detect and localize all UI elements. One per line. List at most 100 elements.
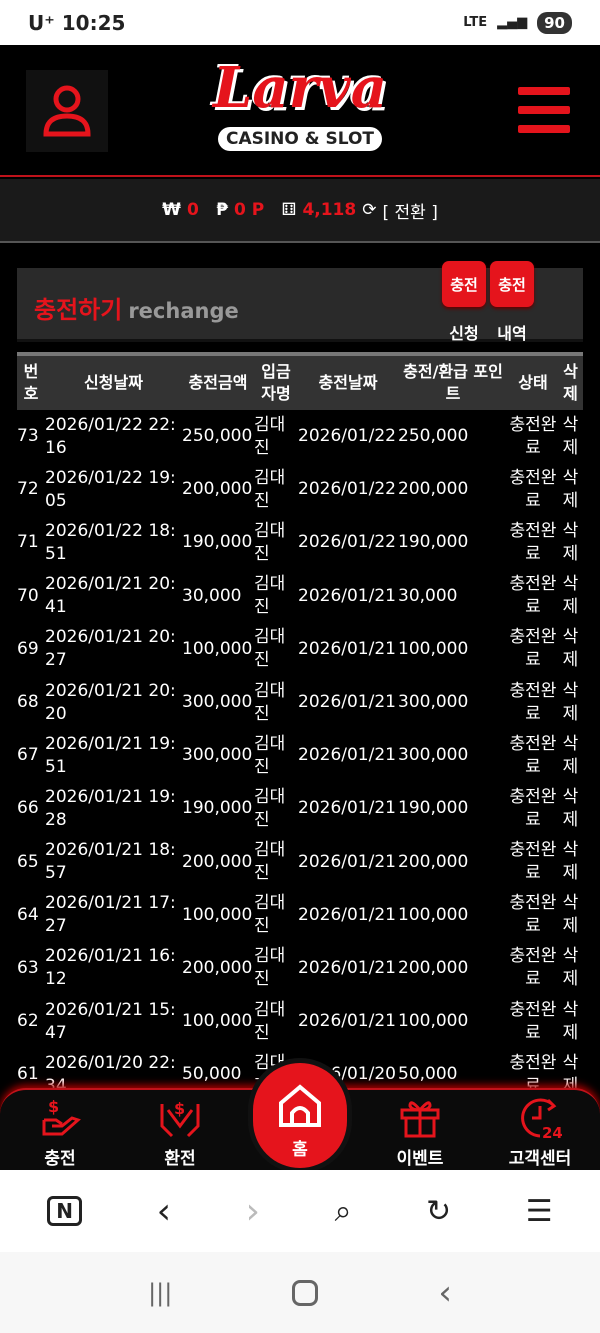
point-balance: 0 P xyxy=(234,200,265,220)
points: 190,000 xyxy=(398,798,469,819)
user-button[interactable] xyxy=(26,70,108,152)
row-number: 66 xyxy=(17,798,39,819)
depositor-name: 김대진 xyxy=(254,733,286,777)
chip-balance: 4,118 xyxy=(302,200,357,220)
forward-icon[interactable]: › xyxy=(245,1190,261,1232)
charge-date: 2026/01/22 xyxy=(298,532,396,553)
status: 충전완료 xyxy=(509,786,557,830)
request-date: 2026/01/21 16:12 xyxy=(45,946,176,990)
delete-button[interactable]: 삭제 xyxy=(562,520,579,564)
nav-exchange[interactable]: $ 환전 xyxy=(130,1090,230,1169)
depositor-name: 김대진 xyxy=(254,574,286,618)
row-number: 65 xyxy=(17,851,39,872)
won-balance: 0 xyxy=(186,200,199,220)
status: 충전완료 xyxy=(509,893,557,937)
points: 200,000 xyxy=(398,851,469,872)
points: 100,000 xyxy=(398,904,469,925)
clock: 10:25 xyxy=(61,10,126,35)
nav-label: 고객센터 xyxy=(508,1149,572,1169)
recent-apps-icon[interactable]: ||| xyxy=(148,1278,173,1307)
table-row: 68 2026/01/21 20:20 300,000 김대진 2026/01/21 30… xyxy=(17,676,583,729)
system-back-icon[interactable]: ‹ xyxy=(438,1272,452,1313)
svg-text:$: $ xyxy=(48,1097,59,1116)
column-header: 삭제 xyxy=(563,362,578,403)
row-number: 68 xyxy=(17,692,39,713)
depositor-name: 김대진 xyxy=(254,999,286,1043)
status: 충전완료 xyxy=(509,627,557,671)
depositor-name: 김대진 xyxy=(254,786,286,830)
charge-amount: 100,000 xyxy=(182,904,253,925)
carrier: U⁺ xyxy=(28,10,55,35)
nav-home[interactable]: 홈 xyxy=(253,1063,347,1168)
back-icon[interactable]: ‹ xyxy=(156,1190,172,1232)
menu-icon[interactable]: ☰ xyxy=(525,1193,553,1229)
charge-amount: 300,000 xyxy=(182,692,253,713)
delete-button[interactable]: 삭제 xyxy=(562,467,579,511)
system-nav: ||| ‹ xyxy=(0,1252,600,1333)
delete-button[interactable]: 삭제 xyxy=(562,893,579,937)
points: 300,000 xyxy=(398,745,469,766)
delete-button[interactable]: 삭제 xyxy=(562,574,579,618)
status: 충전완료 xyxy=(509,520,557,564)
delete-button[interactable]: 삭제 xyxy=(562,840,579,884)
charge-date: 2026/01/21 xyxy=(298,851,396,872)
search-icon[interactable]: ⌕ xyxy=(334,1193,352,1229)
request-date: 2026/01/21 19:51 xyxy=(45,733,176,777)
depositor-name: 김대진 xyxy=(254,893,286,937)
charge-amount: 100,000 xyxy=(182,1011,253,1032)
delete-button[interactable]: 삭제 xyxy=(562,786,579,830)
charge-request-button[interactable]: 충전 xyxy=(442,261,486,307)
charge-amount: 200,000 xyxy=(182,851,253,872)
table-row: 69 2026/01/21 20:27 100,000 김대진 2026/01/21 10… xyxy=(17,623,583,676)
delete-button[interactable]: 삭제 xyxy=(562,733,579,777)
column-header: 충전금액 xyxy=(188,373,248,392)
points: 200,000 xyxy=(398,957,469,978)
depositor-name: 김대진 xyxy=(254,840,286,884)
delete-button[interactable]: 삭제 xyxy=(562,946,579,990)
nav-event[interactable]: 이벤트 xyxy=(370,1090,470,1169)
hand-money-icon: $ xyxy=(42,1097,81,1136)
status: 충전완료 xyxy=(509,946,557,990)
won-icon: ₩ xyxy=(162,200,181,220)
table-row: 70 2026/01/21 20:41 30,000 김대진 2026/01/21 30,… xyxy=(17,570,583,623)
balance-bar: ₩0 ₱ 0 P ⚅ 4,118 ⟳[ 전환 ] xyxy=(0,179,600,243)
charge-history-button[interactable]: 충전 xyxy=(490,261,534,307)
status: 충전완료 xyxy=(509,574,557,618)
delete-button[interactable]: 삭제 xyxy=(562,627,579,671)
hamburger-icon[interactable] xyxy=(518,87,570,144)
points: 250,000 xyxy=(398,426,469,447)
delete-button[interactable]: 삭제 xyxy=(562,999,579,1043)
row-number: 70 xyxy=(17,585,39,606)
delete-button[interactable]: 삭제 xyxy=(562,680,579,724)
logo[interactable]: Larva CASINO & SLOT xyxy=(200,53,400,168)
convert-button[interactable]: [ 전환 ] xyxy=(382,202,438,223)
nav-charge[interactable]: $ 충전 xyxy=(10,1090,110,1169)
home-icon xyxy=(279,1084,321,1127)
svg-text:24: 24 xyxy=(542,1124,562,1140)
browser-toolbar: N ‹ › ⌕ ↻ ☰ xyxy=(0,1170,600,1252)
logo-text: Larva xyxy=(213,55,387,121)
reload-icon[interactable]: ↻ xyxy=(426,1193,452,1229)
request-date: 2026/01/21 19:28 xyxy=(45,786,176,830)
charge-request-caption[interactable]: 신청 xyxy=(449,324,479,343)
charge-date: 2026/01/21 xyxy=(298,1011,396,1032)
row-number: 62 xyxy=(17,1011,39,1032)
charge-history-caption[interactable]: 내역 xyxy=(497,324,527,343)
status-bar: U⁺ 10:25 LTE ▂▄▆ 90 xyxy=(0,0,600,45)
request-date: 2026/01/21 20:41 xyxy=(45,574,176,618)
delete-button[interactable]: 삭제 xyxy=(562,414,579,458)
row-number: 67 xyxy=(17,745,39,766)
home-button-icon[interactable] xyxy=(292,1279,319,1306)
nav-support[interactable]: 24 고객센터 xyxy=(490,1090,590,1169)
charge-date: 2026/01/22 xyxy=(298,479,396,500)
request-date: 2026/01/21 20:20 xyxy=(45,680,176,724)
naver-icon[interactable]: N xyxy=(47,1196,83,1226)
logo-subtext: CASINO & SLOT xyxy=(217,127,383,151)
charge-amount: 300,000 xyxy=(182,745,253,766)
refresh-icon[interactable]: ⟳ xyxy=(362,200,377,220)
depositor-name: 김대진 xyxy=(254,467,286,511)
table-row: 73 2026/01/22 22:16 250,000 김대진 2026/01/22 25… xyxy=(17,410,583,463)
nav-label: 이벤트 xyxy=(396,1149,444,1169)
charge-date: 2026/01/21 xyxy=(298,692,396,713)
request-date: 2026/01/21 17:27 xyxy=(45,893,176,937)
